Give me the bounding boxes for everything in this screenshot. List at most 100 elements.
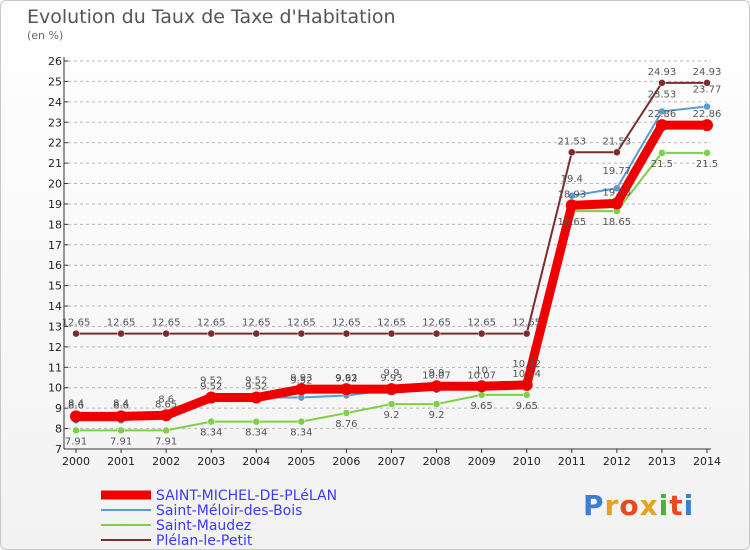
data-point xyxy=(703,149,711,157)
data-point xyxy=(387,329,396,338)
data-point xyxy=(658,79,666,87)
data-label: 8.34 xyxy=(290,428,312,439)
y-tick-label: 14 xyxy=(48,300,62,313)
y-tick-label: 20 xyxy=(48,178,62,191)
data-point xyxy=(565,199,578,212)
data-label: 12.65 xyxy=(152,318,181,329)
logo-letter: i xyxy=(683,489,695,522)
data-label: 7.91 xyxy=(155,436,177,447)
data-label: 9.52 xyxy=(245,382,267,393)
data-point xyxy=(207,329,215,338)
data-label: 21.53 xyxy=(557,136,586,147)
data-label: 8.4 xyxy=(113,398,129,409)
y-tick-label: 13 xyxy=(48,320,62,333)
data-point xyxy=(703,102,711,111)
data-label: 19.03 xyxy=(603,187,632,198)
data-point xyxy=(658,107,666,116)
x-tick-label: 2004 xyxy=(242,455,270,468)
data-point xyxy=(655,119,668,132)
data-label: 19.77 xyxy=(603,166,632,177)
data-label: 12.65 xyxy=(467,318,496,329)
legend-label: Saint-Maudez xyxy=(156,518,251,534)
data-label: 9.93 xyxy=(290,373,312,384)
data-point xyxy=(475,380,488,393)
data-point xyxy=(520,378,533,391)
data-label: 23.77 xyxy=(693,85,722,96)
data-point xyxy=(522,329,531,338)
chart-title: Evolution du Taux de Taxe d'Habitation xyxy=(27,6,396,28)
data-point xyxy=(207,417,215,426)
data-point xyxy=(610,197,623,210)
legend-label: SAINT-MICHEL-DE-PLéLAN xyxy=(156,488,337,504)
data-point xyxy=(701,119,713,132)
data-label: 7.91 xyxy=(65,436,87,447)
y-tick-label: 10 xyxy=(48,382,62,395)
data-point xyxy=(160,409,173,422)
data-label: 12.65 xyxy=(197,318,226,329)
data-label: 18.65 xyxy=(603,217,632,228)
data-label: 8.6 xyxy=(113,400,129,411)
data-label: 10.07 xyxy=(422,370,451,381)
data-point xyxy=(568,192,576,200)
y-tick-label: 12 xyxy=(48,341,62,354)
y-tick-label: 26 xyxy=(48,55,62,68)
chart-subtitle: (en %) xyxy=(27,29,64,42)
data-label: 21.5 xyxy=(696,159,718,170)
x-tick-label: 2012 xyxy=(603,455,631,468)
data-point xyxy=(70,410,82,423)
data-point xyxy=(72,426,80,435)
x-tick-label: 2007 xyxy=(378,455,406,468)
data-point xyxy=(340,383,353,396)
x-tick-label: 2010 xyxy=(513,455,541,468)
y-tick-label: 24 xyxy=(48,96,62,109)
data-point xyxy=(342,329,351,338)
legend-label: Saint-Méloir-des-Bois xyxy=(156,503,302,519)
y-tick-label: 18 xyxy=(48,218,62,231)
data-label: 9.52 xyxy=(200,376,222,387)
data-point xyxy=(385,383,398,396)
logo-letter: o xyxy=(619,489,640,522)
y-tick-label: 7 xyxy=(55,443,62,456)
series-line xyxy=(76,81,707,335)
proxiti-logo: Proxiti xyxy=(583,489,694,522)
data-label: 9.62 xyxy=(335,373,357,384)
data-label: 12.65 xyxy=(377,318,406,329)
data-label: 10.32 xyxy=(512,359,541,370)
data-point xyxy=(295,383,308,396)
logo-letter: x xyxy=(639,489,659,522)
data-point xyxy=(117,329,125,338)
data-point xyxy=(252,329,261,338)
x-tick-label: 2014 xyxy=(693,455,721,468)
y-tick-label: 22 xyxy=(48,137,62,150)
x-tick-label: 2003 xyxy=(197,455,225,468)
data-label: 24.93 xyxy=(648,67,677,78)
data-label: 22.86 xyxy=(693,109,722,120)
data-point xyxy=(522,391,531,399)
data-label: 19.4 xyxy=(561,174,583,185)
x-tick-label: 2008 xyxy=(423,455,451,468)
data-point xyxy=(477,391,486,399)
x-tick-label: 2011 xyxy=(558,455,586,468)
logo-letter: r xyxy=(604,489,620,522)
data-label: 12.65 xyxy=(62,318,91,329)
data-point xyxy=(432,329,441,338)
data-label: 9.65 xyxy=(516,401,538,412)
legend-label: Plélan-le-Petit xyxy=(156,533,253,549)
y-tick-label: 25 xyxy=(48,75,62,88)
data-point xyxy=(250,391,263,404)
data-label: 10.14 xyxy=(512,369,541,380)
data-label: 9.65 xyxy=(471,401,493,412)
data-label: 9.2 xyxy=(384,410,400,421)
data-point xyxy=(297,417,306,426)
y-tick-label: 15 xyxy=(48,280,62,293)
data-point xyxy=(477,329,486,338)
data-label: 22.86 xyxy=(648,109,677,120)
data-label: 9.93 xyxy=(380,373,402,384)
data-point xyxy=(658,149,666,157)
data-label: 23.53 xyxy=(648,89,677,100)
y-tick-label: 21 xyxy=(48,157,62,170)
data-label: 9.52 xyxy=(290,376,312,387)
data-label: 9.9 xyxy=(429,368,445,379)
y-tick-label: 16 xyxy=(48,259,62,272)
